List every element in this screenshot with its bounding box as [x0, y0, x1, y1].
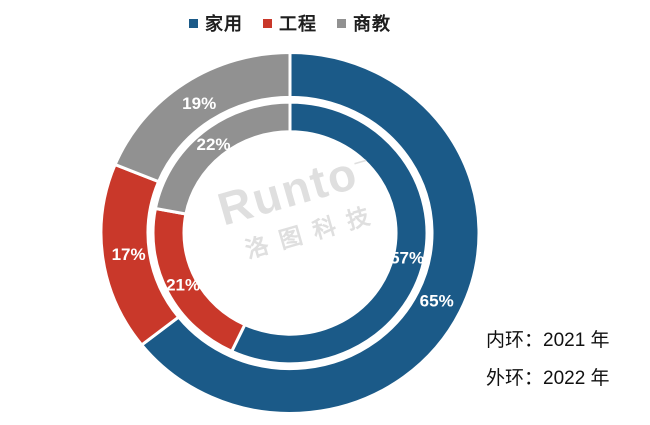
- segment-outer-0: [139, 51, 481, 415]
- outer-ring-note: 外环：2022 年: [486, 368, 610, 389]
- legend-swatch: [189, 18, 198, 28]
- segment-label: 65%: [420, 291, 454, 310]
- segment-inner-2: [153, 100, 292, 216]
- chart-legend: 家用 工程 商教: [0, 10, 580, 36]
- segment-outer-2: [113, 51, 292, 184]
- legend-swatch: [337, 18, 346, 28]
- segment-label: 57%: [390, 248, 424, 267]
- legend-item-0: 家用: [189, 10, 243, 36]
- segment-label: 19%: [182, 94, 216, 113]
- segment-label: 17%: [112, 245, 146, 264]
- ring-notes: 内环：2021 年 外环：2022 年: [486, 322, 610, 398]
- legend-label: 商教: [353, 14, 391, 34]
- segment-inner-0: [229, 100, 429, 366]
- legend-swatch: [263, 18, 272, 28]
- segment-label: 21%: [166, 276, 200, 295]
- legend-label: 家用: [205, 14, 243, 34]
- segment-label: 22%: [196, 135, 230, 154]
- legend-item-1: 工程: [263, 10, 317, 36]
- legend-item-2: 商教: [337, 10, 391, 36]
- inner-ring-note: 内环：2021 年: [486, 330, 610, 351]
- legend-label: 工程: [279, 14, 317, 34]
